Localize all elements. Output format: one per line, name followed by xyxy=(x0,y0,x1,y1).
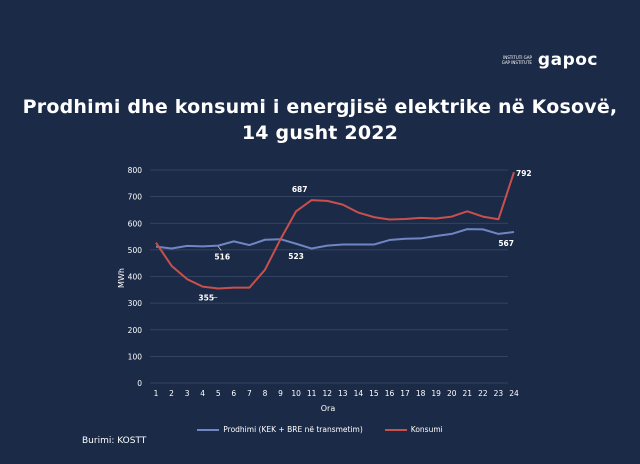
series-line-production xyxy=(155,228,515,250)
x-tick-label: 21 xyxy=(463,389,473,398)
chart-title-line1: Prodhimi dhe konsumi i energjisë elektri… xyxy=(22,96,618,118)
x-tick-label: 18 xyxy=(416,389,426,398)
y-axis-label: MWh xyxy=(117,268,126,288)
y-tick-label: 700 xyxy=(128,193,143,202)
chart-title-line2: 14 gusht 2022 xyxy=(241,122,399,144)
x-tick-label: 13 xyxy=(338,389,348,398)
data-label: 355 xyxy=(198,293,214,302)
x-tick-label: 1 xyxy=(154,389,159,398)
y-tick-label: 500 xyxy=(128,246,143,255)
series-line-consumption xyxy=(155,171,515,290)
logo-caption-line2: GAP INSTITUTE xyxy=(501,60,532,65)
x-tick-label: 17 xyxy=(400,389,410,398)
data-label: 687 xyxy=(292,185,308,194)
x-tick-label: 7 xyxy=(247,389,252,398)
x-tick-label: 15 xyxy=(369,389,379,398)
y-tick-label: 400 xyxy=(128,273,143,282)
x-tick-label: 10 xyxy=(291,389,301,398)
data-label: 516 xyxy=(214,253,230,262)
data-label: 567 xyxy=(498,239,514,248)
x-tick-label: 3 xyxy=(185,389,190,398)
x-tick-label: 20 xyxy=(447,389,457,398)
logo-wordmark: gapoc xyxy=(537,50,598,70)
legend-label-production: Prodhimi (KEK + BRE në transmetim) xyxy=(223,425,363,434)
x-tick-label: 24 xyxy=(509,389,519,398)
logo-caption-line1: INSTITUTI GAP xyxy=(503,55,532,60)
legend-swatch-consumption xyxy=(384,428,407,431)
x-tick-label: 5 xyxy=(216,389,221,398)
legend-swatch-production xyxy=(197,428,220,431)
x-axis-ticks: 1 2 3 4 5 6 7 8 9 10 11 12 13 14 15 16 17 18 19 20 21 22 23 24 xyxy=(154,389,519,398)
x-tick-label: 19 xyxy=(431,389,441,398)
y-tick-label: 100 xyxy=(128,352,143,361)
x-tick-label: 16 xyxy=(385,389,395,398)
chart-title: Prodhimi dhe konsumi i energjisë elektri… xyxy=(0,94,640,146)
x-tick-label: 2 xyxy=(169,389,174,398)
chart-gridlines xyxy=(150,169,508,384)
chart-annotations: 516 523 567 355 687 792 xyxy=(198,169,531,302)
label-leader-line xyxy=(218,246,222,251)
chart-legend: Prodhimi (KEK + BRE në transmetim) Konsu… xyxy=(0,425,640,434)
data-label: 523 xyxy=(288,252,304,261)
y-tick-label: 0 xyxy=(137,379,142,388)
logo-caption: INSTITUTI GAP GAP INSTITUTE xyxy=(502,55,532,65)
x-tick-label: 12 xyxy=(322,389,332,398)
y-tick-label: 600 xyxy=(128,219,143,228)
y-tick-label: 300 xyxy=(128,299,143,308)
chart-series xyxy=(155,171,515,290)
x-tick-label: 4 xyxy=(200,389,205,398)
source-note: Burimi: KOSTT xyxy=(82,436,147,446)
x-axis-label: Ora xyxy=(321,404,336,413)
x-tick-label: 22 xyxy=(478,389,488,398)
legend-label-consumption: Konsumi xyxy=(410,425,443,434)
data-label: 792 xyxy=(516,169,532,178)
brand-logo: INSTITUTI GAP GAP INSTITUTE gapoc xyxy=(502,50,598,70)
y-tick-label: 800 xyxy=(128,166,143,175)
x-tick-label: 23 xyxy=(494,389,504,398)
legend-item-production: Prodhimi (KEK + BRE në transmetim) xyxy=(197,425,363,434)
x-tick-label: 14 xyxy=(354,389,364,398)
x-tick-label: 9 xyxy=(278,389,283,398)
x-tick-label: 8 xyxy=(263,389,268,398)
y-axis-ticks: 0 100 200 300 400 500 600 700 800 xyxy=(128,166,143,388)
legend-item-consumption: Konsumi xyxy=(384,425,443,434)
y-tick-label: 200 xyxy=(128,326,143,335)
x-tick-label: 6 xyxy=(231,389,236,398)
x-tick-label: 11 xyxy=(307,389,317,398)
